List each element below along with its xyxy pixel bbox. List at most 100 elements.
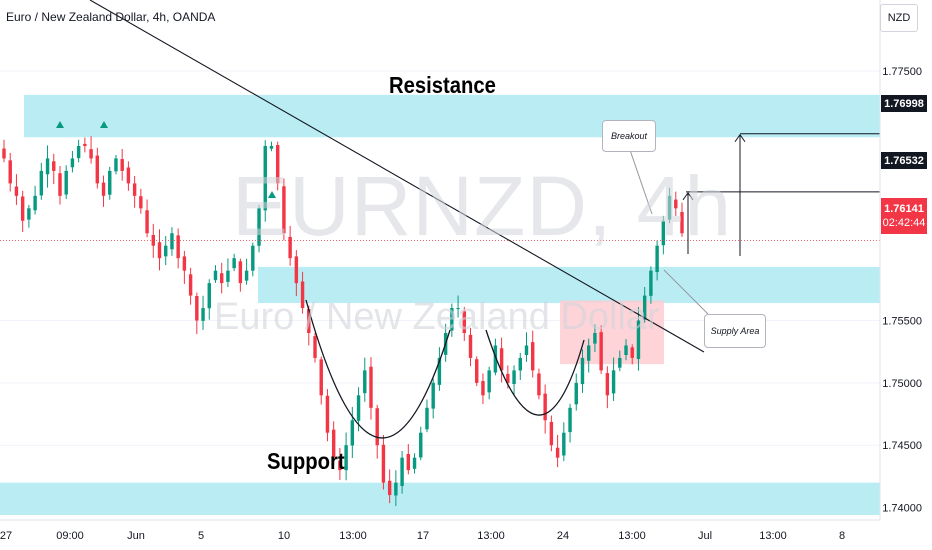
trend-line [89, 0, 705, 353]
candle-body [499, 348, 504, 371]
candle-body [27, 208, 31, 220]
support-zone [0, 482, 880, 516]
candle-body [543, 393, 547, 421]
price-tick-label: 1.77500 [882, 66, 922, 78]
candle-body [674, 199, 678, 209]
candle-body [275, 145, 280, 184]
candle-body [20, 196, 25, 221]
support-label: Support [267, 448, 345, 474]
candle-body [586, 345, 591, 361]
candle-body [493, 345, 498, 373]
breakout-target-price-tag: 1.76532 [881, 152, 927, 169]
time-tick-label: 5 [198, 530, 204, 542]
candle-body [462, 311, 467, 333]
supply-area-callout: Supply Area [704, 314, 766, 348]
candle-body [120, 159, 124, 171]
candle-body [506, 373, 510, 383]
candle-body [618, 357, 622, 368]
candle-body [114, 158, 118, 172]
candle-body [64, 170, 68, 195]
time-tick-label: Jun [127, 530, 145, 542]
candle-body [456, 308, 460, 310]
candle-body [580, 357, 585, 385]
candle-body [369, 366, 373, 408]
candle-body [518, 357, 522, 371]
name-watermark: Euro / New Zealand Dollar [214, 296, 660, 338]
candle-body [226, 270, 230, 282]
breakout-callout: Breakout [602, 120, 656, 152]
candle-body [126, 167, 131, 184]
time-tick-label: 09:00 [56, 530, 84, 542]
candle-body [636, 320, 641, 360]
candle-body [524, 345, 529, 356]
candle-body [232, 258, 236, 269]
candle-body [2, 148, 6, 159]
candle-body [157, 242, 162, 259]
symbol-watermark: EURNZD, 4h [232, 159, 733, 253]
currency-button[interactable]: NZD [880, 4, 918, 32]
time-tick-label: 24 [557, 530, 569, 542]
candle-body [655, 245, 659, 273]
candle-body [531, 342, 535, 371]
candle-body [219, 273, 224, 284]
candle-body [39, 170, 44, 196]
candle-body [319, 359, 323, 396]
candle-body [412, 457, 417, 469]
candle-body [164, 245, 168, 257]
breakout-pointer [629, 149, 653, 215]
candle-body [667, 195, 672, 220]
candle-body [8, 160, 12, 184]
candle-body [661, 220, 666, 246]
candle-body [257, 208, 261, 246]
time-tick-label: 13:00 [759, 530, 787, 542]
supply-area-zone [560, 300, 664, 365]
candle-body [313, 336, 317, 358]
breakout-arrow-head [682, 191, 694, 201]
candle-body [400, 457, 404, 486]
candle-body [251, 245, 255, 271]
candle-body [419, 432, 423, 458]
candle-body [139, 196, 143, 209]
candle-body [145, 210, 149, 234]
time-tick-label: Jul [698, 530, 712, 542]
candle-body [425, 407, 429, 430]
candle-body [680, 212, 684, 234]
time-axis[interactable] [0, 520, 932, 550]
candle-body [170, 233, 174, 250]
price-tick-label: 1.74500 [882, 440, 922, 452]
candle-body [350, 420, 355, 446]
time-tick-label: 13:00 [618, 530, 646, 542]
candle-body [338, 460, 342, 471]
signal-marker [56, 121, 64, 128]
supply-pointer [663, 269, 709, 315]
candle-body [76, 145, 81, 159]
price-axis[interactable] [880, 0, 932, 550]
resistance-arrow-head [734, 133, 746, 143]
candle-body [89, 149, 93, 159]
candle-body [593, 332, 597, 344]
candle-body [630, 347, 634, 358]
candle-body [468, 334, 473, 358]
candle-body [58, 173, 62, 196]
signal-marker [268, 191, 276, 198]
resistance-zone [24, 94, 880, 138]
cup-curve-right [485, 329, 585, 416]
candle-body [201, 308, 205, 321]
candle-body [555, 447, 560, 458]
candle-body [568, 407, 572, 433]
candle-body [307, 309, 311, 333]
candle-body [450, 308, 454, 331]
candle-body [624, 345, 628, 356]
resistance-target-price-tag: 1.76998 [881, 95, 927, 112]
candle-body [344, 445, 348, 471]
candle-body [331, 429, 336, 458]
candle-body [481, 381, 485, 396]
candle-body [288, 236, 292, 259]
candle-body [213, 270, 218, 281]
candle-body [549, 421, 554, 446]
time-tick-label: 27 [0, 530, 12, 542]
resistance-label: Resistance [389, 72, 496, 98]
candle-body [512, 370, 516, 385]
candle-body [182, 256, 187, 271]
